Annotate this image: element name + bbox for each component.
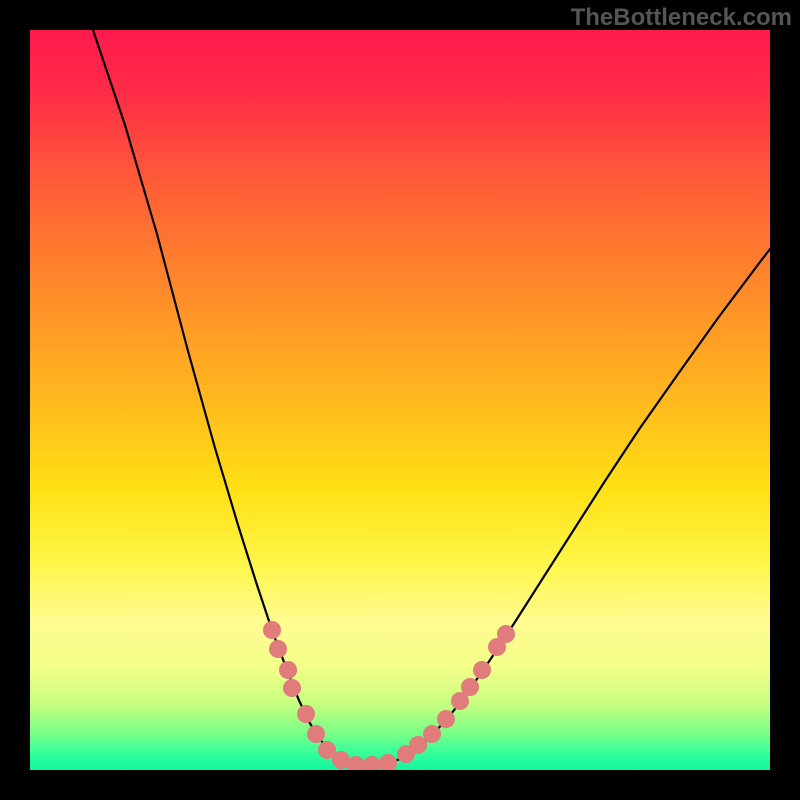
data-marker bbox=[409, 736, 427, 754]
data-marker bbox=[283, 679, 301, 697]
data-marker bbox=[497, 625, 515, 643]
data-marker bbox=[269, 640, 287, 658]
chart-container: TheBottleneck.com bbox=[0, 0, 800, 800]
data-marker bbox=[379, 754, 397, 770]
data-marker bbox=[473, 661, 491, 679]
data-marker bbox=[363, 756, 381, 770]
markers-group bbox=[263, 621, 515, 770]
bottleneck-curve bbox=[93, 30, 770, 766]
plot-area bbox=[30, 30, 770, 770]
data-marker bbox=[279, 661, 297, 679]
chart-svg-overlay bbox=[30, 30, 770, 770]
data-marker bbox=[461, 678, 479, 696]
data-marker bbox=[297, 705, 315, 723]
watermark-text: TheBottleneck.com bbox=[571, 4, 792, 32]
data-marker bbox=[437, 710, 455, 728]
data-marker bbox=[423, 725, 441, 743]
data-marker bbox=[307, 725, 325, 743]
data-marker bbox=[263, 621, 281, 639]
